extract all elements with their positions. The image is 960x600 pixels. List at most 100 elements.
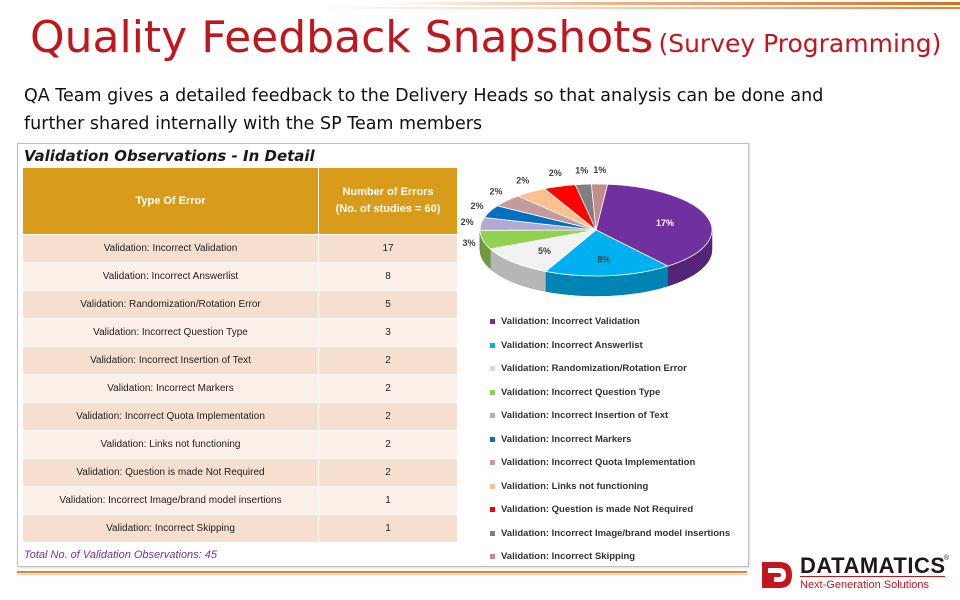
pie-slice-11 bbox=[590, 183, 609, 231]
error-count-cell: 2 bbox=[318, 458, 458, 487]
legend-swatch bbox=[490, 554, 495, 560]
legend-swatch bbox=[490, 460, 495, 466]
slide-title-main: Quality Feedback Snapshots bbox=[30, 12, 654, 63]
legend-item: Validation: Incorrect Answerlist bbox=[490, 334, 748, 358]
table-row: Validation: Randomization/Rotation Error… bbox=[22, 290, 458, 319]
datamatics-logo: DATAMATICS ® Next-Generation Solutions bbox=[758, 553, 954, 597]
header-number-of-errors: Number of Errors (No. of studies = 60) bbox=[318, 167, 458, 235]
datamatics-logo-icon bbox=[762, 562, 792, 588]
error-type-cell: Validation: Links not functioning bbox=[22, 430, 319, 459]
error-type-cell: Validation: Randomization/Rotation Error bbox=[22, 290, 319, 319]
legend-label: Validation: Randomization/Rotation Error bbox=[501, 363, 687, 375]
logo-rule bbox=[800, 576, 945, 577]
legend-item: Validation: Incorrect Image/brand model … bbox=[490, 522, 748, 546]
legend-swatch bbox=[490, 507, 495, 513]
intro-line-1: QA Team gives a detailed feedback to the… bbox=[24, 86, 824, 106]
table-row: Validation: Incorrect Question Type 3 bbox=[22, 318, 458, 347]
legend-item: Validation: Randomization/Rotation Error bbox=[490, 357, 748, 381]
error-count-cell: 17 bbox=[318, 234, 458, 263]
error-type-cell: Validation: Incorrect Validation bbox=[22, 234, 319, 263]
header-number-of-errors-line1: Number of Errors bbox=[342, 186, 434, 198]
legend-label: Validation: Incorrect Quota Implementati… bbox=[501, 457, 696, 469]
pie-data-label: 5% bbox=[538, 246, 551, 256]
slide-title: Quality Feedback Snapshots (Survey Progr… bbox=[30, 12, 941, 63]
error-count-cell: 2 bbox=[318, 430, 458, 459]
intro-text: QA Team gives a detailed feedback to the… bbox=[24, 82, 924, 138]
footer-line-thin bbox=[17, 574, 747, 575]
legend-swatch bbox=[490, 483, 495, 489]
pie-data-label: 3% bbox=[462, 238, 475, 248]
pie-slice-1 bbox=[595, 183, 713, 267]
logo-name: DATAMATICS bbox=[800, 553, 946, 578]
legend-label: Validation: Incorrect Markers bbox=[501, 433, 632, 445]
header-number-of-errors-line2: (No. of studies = 60) bbox=[335, 203, 441, 215]
legend-item: Validation: Incorrect Validation bbox=[490, 310, 748, 334]
legend-label: Validation: Question is made Not Require… bbox=[501, 504, 694, 516]
table-row: Validation: Incorrect Skipping 1 bbox=[22, 514, 458, 543]
error-type-cell: Validation: Incorrect Image/brand model … bbox=[22, 486, 319, 515]
legend-item: Validation: Question is made Not Require… bbox=[490, 498, 748, 522]
pie-slice-3 bbox=[489, 229, 598, 272]
top-decorative-band bbox=[0, 0, 960, 12]
legend-label: Validation: Incorrect Image/brand model … bbox=[501, 527, 731, 539]
legend-swatch bbox=[490, 389, 495, 395]
error-count-cell: 1 bbox=[318, 514, 458, 543]
slide-title-suffix: (Survey Programming) bbox=[658, 29, 942, 58]
footer-orange-line bbox=[17, 571, 747, 575]
legend-label: Validation: Incorrect Skipping bbox=[501, 551, 636, 563]
intro-line-2: further shared internally with the SP Te… bbox=[24, 114, 483, 134]
table-row: Validation: Incorrect Answerlist 8 bbox=[22, 262, 458, 291]
pie-data-label: 2% bbox=[490, 187, 503, 197]
table-header-row: Type Of Error Number of Errors (No. of s… bbox=[22, 167, 458, 235]
pie-data-label: 1% bbox=[575, 165, 588, 175]
legend-item: Validation: Incorrect Skipping bbox=[490, 545, 748, 569]
table-row: Validation: Incorrect Insertion of Text 2 bbox=[22, 346, 458, 375]
table-row: Validation: Incorrect Markers 2 bbox=[22, 374, 458, 403]
error-count-cell: 8 bbox=[318, 262, 458, 291]
legend-swatch bbox=[490, 366, 495, 372]
legend-label: Validation: Incorrect Question Type bbox=[501, 386, 661, 398]
legend-item: Validation: Links not functioning bbox=[490, 475, 748, 499]
legend-swatch bbox=[490, 530, 495, 536]
pie-chart: 17% 8% 5% 3% 2% 2% 2% 2% 2% 1% 1% bbox=[460, 150, 732, 310]
error-count-cell: 1 bbox=[318, 486, 458, 515]
error-count-cell: 2 bbox=[318, 374, 458, 403]
header-type-of-error: Type Of Error bbox=[22, 167, 319, 235]
error-table: Type Of Error Number of Errors (No. of s… bbox=[22, 167, 458, 543]
error-count-cell: 2 bbox=[318, 346, 458, 375]
pie-data-label: 2% bbox=[516, 175, 529, 185]
table-row: Validation: Links not functioning 2 bbox=[22, 430, 458, 459]
logo-tagline: Next-Generation Solutions bbox=[800, 579, 930, 591]
legend-label: Validation: Links not functioning bbox=[501, 480, 649, 492]
legend-label: Validation: Incorrect Insertion of Text bbox=[501, 410, 669, 422]
legend-item: Validation: Incorrect Quota Implementati… bbox=[490, 451, 748, 475]
table-row: Validation: Question is made Not Require… bbox=[22, 458, 458, 487]
pie-slice-2 bbox=[544, 229, 669, 277]
table-row: Validation: Incorrect Quota Implementati… bbox=[22, 402, 458, 431]
error-type-cell: Validation: Question is made Not Require… bbox=[22, 458, 319, 487]
legend-item: Validation: Incorrect Question Type bbox=[490, 381, 748, 405]
legend-label: Validation: Incorrect Validation bbox=[501, 316, 640, 328]
pie-data-label: 2% bbox=[461, 217, 474, 227]
total-observations: Total No. of Validation Observations: 45 bbox=[24, 549, 218, 561]
top-orange-line-thin bbox=[300, 7, 960, 9]
chart-legend: Validation: Incorrect Validation Validati… bbox=[490, 310, 748, 569]
error-type-cell: Validation: Incorrect Answerlist bbox=[22, 262, 319, 291]
logo-registered-mark: ® bbox=[944, 555, 950, 562]
pie-data-label: 17% bbox=[656, 218, 674, 228]
table-row: Validation: Incorrect Validation 17 bbox=[22, 234, 458, 263]
error-type-cell: Validation: Incorrect Question Type bbox=[22, 318, 319, 347]
pie-data-label: 2% bbox=[470, 201, 483, 211]
pie-data-label: 1% bbox=[593, 165, 606, 175]
pie-data-label: 8% bbox=[597, 254, 610, 264]
error-count-cell: 2 bbox=[318, 402, 458, 431]
legend-label: Validation: Incorrect Answerlist bbox=[501, 339, 643, 351]
pie-chart-svg: 17% 8% 5% 3% 2% 2% 2% 2% 2% 1% 1% bbox=[461, 165, 713, 297]
error-type-cell: Validation: Incorrect Skipping bbox=[22, 514, 319, 543]
error-count-cell: 3 bbox=[318, 318, 458, 347]
table-row: Validation: Incorrect Image/brand model … bbox=[22, 486, 458, 515]
error-type-cell: Validation: Incorrect Quota Implementati… bbox=[22, 402, 319, 431]
error-type-cell: Validation: Incorrect Insertion of Text bbox=[22, 346, 319, 375]
legend-swatch bbox=[490, 342, 495, 348]
panel-title: Validation Observations - In Detail bbox=[24, 147, 315, 165]
